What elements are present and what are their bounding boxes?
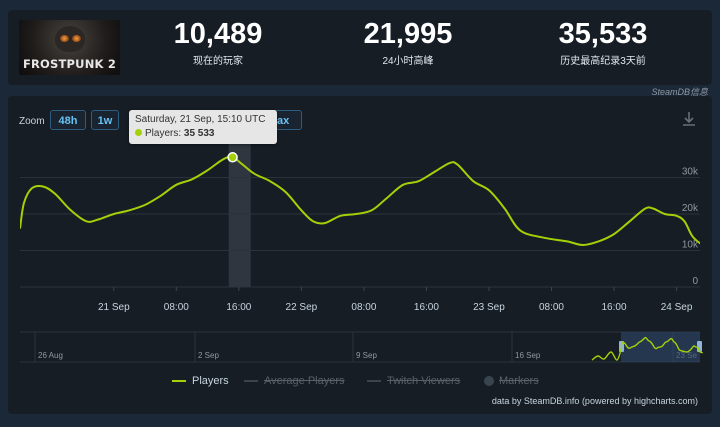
x-tick-label: 16:00 — [414, 302, 439, 313]
tooltip-series-label: Players: — [145, 128, 182, 139]
x-tick-label: 16:00 — [226, 302, 251, 313]
chart-tooltip: Saturday, 21 Sep, 15:10 UTC Players: 35 … — [129, 110, 277, 144]
legend-average-players-label: Average Players — [264, 375, 345, 387]
x-tick-label: 24 Sep — [661, 302, 693, 313]
legend-markers-label: Markers — [499, 375, 539, 387]
game-logo-text: FROSTPUNK 2 — [22, 57, 117, 71]
legend-players-swatch — [172, 380, 186, 382]
y-tick-label: 0 — [692, 276, 698, 287]
all-time-peak-stat: 35,533 历史最高纪录3天前 — [518, 18, 688, 67]
x-tick-label: 23 Sep — [473, 302, 505, 313]
navigator-series-line — [591, 336, 703, 361]
x-tick-label: 21 Sep — [98, 302, 130, 313]
all-time-peak-label: 历史最高纪录3天前 — [560, 56, 646, 67]
highlighted-point — [227, 152, 238, 163]
zoom-1w-button[interactable]: 1w — [91, 110, 119, 130]
x-tick-label: 22 Sep — [286, 302, 318, 313]
current-players-value: 10,489 — [173, 18, 263, 50]
legend-players[interactable]: Players — [172, 375, 229, 387]
y-tick-label: 30k — [682, 167, 699, 178]
chart-panel: 0 10k 20k 30k 21 Sep 08:00 16:00 22 Sep 08:00 16:… — [8, 96, 712, 414]
peak-24h-value: 21,995 — [363, 18, 453, 50]
players-series-line — [20, 155, 700, 247]
zoom-48h-button[interactable]: 48h — [50, 110, 86, 130]
steamdb-credit[interactable]: SteamDB信息 — [651, 87, 708, 97]
all-time-peak-value: 35,533 — [558, 18, 648, 50]
navigator-label: 16 Sep — [515, 351, 541, 360]
tooltip-series-row: Players: 35 533 — [135, 128, 271, 139]
tooltip-value: 35 533 — [183, 128, 215, 139]
navigator-label: 2 Sep — [198, 351, 219, 360]
game-cover-image[interactable]: FROSTPUNK 2 — [19, 20, 120, 75]
legend-players-label: Players — [192, 375, 229, 387]
peak-24h-stat: 21,995 24小时高峰 — [323, 18, 493, 67]
download-icon[interactable] — [682, 111, 696, 132]
header-bar: FROSTPUNK 2 10,489 现在的玩家 21,995 24小时高峰 3… — [8, 10, 712, 85]
x-tick-label: 08:00 — [351, 302, 376, 313]
legend-twitch-viewers-label: Twitch Viewers — [387, 375, 461, 387]
tooltip-date: Saturday, 21 Sep, 15:10 UTC — [135, 114, 266, 125]
tooltip-series-dot — [135, 129, 142, 136]
legend-twitch-viewers[interactable]: Twitch Viewers — [367, 375, 460, 387]
legend-average-players[interactable]: Average Players — [244, 375, 345, 387]
data-credit[interactable]: data by SteamDB.info (powered by highcha… — [491, 396, 698, 406]
zoom-label: Zoom — [19, 116, 45, 127]
cover-eye-left — [60, 35, 69, 42]
legend-markers[interactable]: Markers — [484, 375, 539, 387]
legend-markers-swatch — [484, 376, 494, 386]
x-tick-label: 16:00 — [602, 302, 627, 313]
current-players-stat: 10,489 现在的玩家 — [133, 18, 303, 67]
player-chart[interactable]: 0 10k 20k 30k 21 Sep 08:00 16:00 22 Sep 08:00 16:… — [8, 96, 712, 414]
legend-twitch-viewers-swatch — [367, 380, 381, 382]
legend-average-players-swatch — [244, 380, 258, 382]
current-players-label: 现在的玩家 — [193, 56, 243, 67]
peak-24h-label: 24小时高峰 — [382, 56, 434, 67]
navigator-label: 9 Sep — [356, 351, 377, 360]
navigator-label: 26 Aug — [38, 351, 63, 360]
y-tick-label: 20k — [682, 203, 699, 214]
cover-eye-right — [72, 35, 81, 42]
x-tick-label: 08:00 — [164, 302, 189, 313]
hover-band — [228, 136, 251, 287]
x-tick-label: 08:00 — [539, 302, 564, 313]
y-tick-label: 10k — [682, 240, 699, 251]
